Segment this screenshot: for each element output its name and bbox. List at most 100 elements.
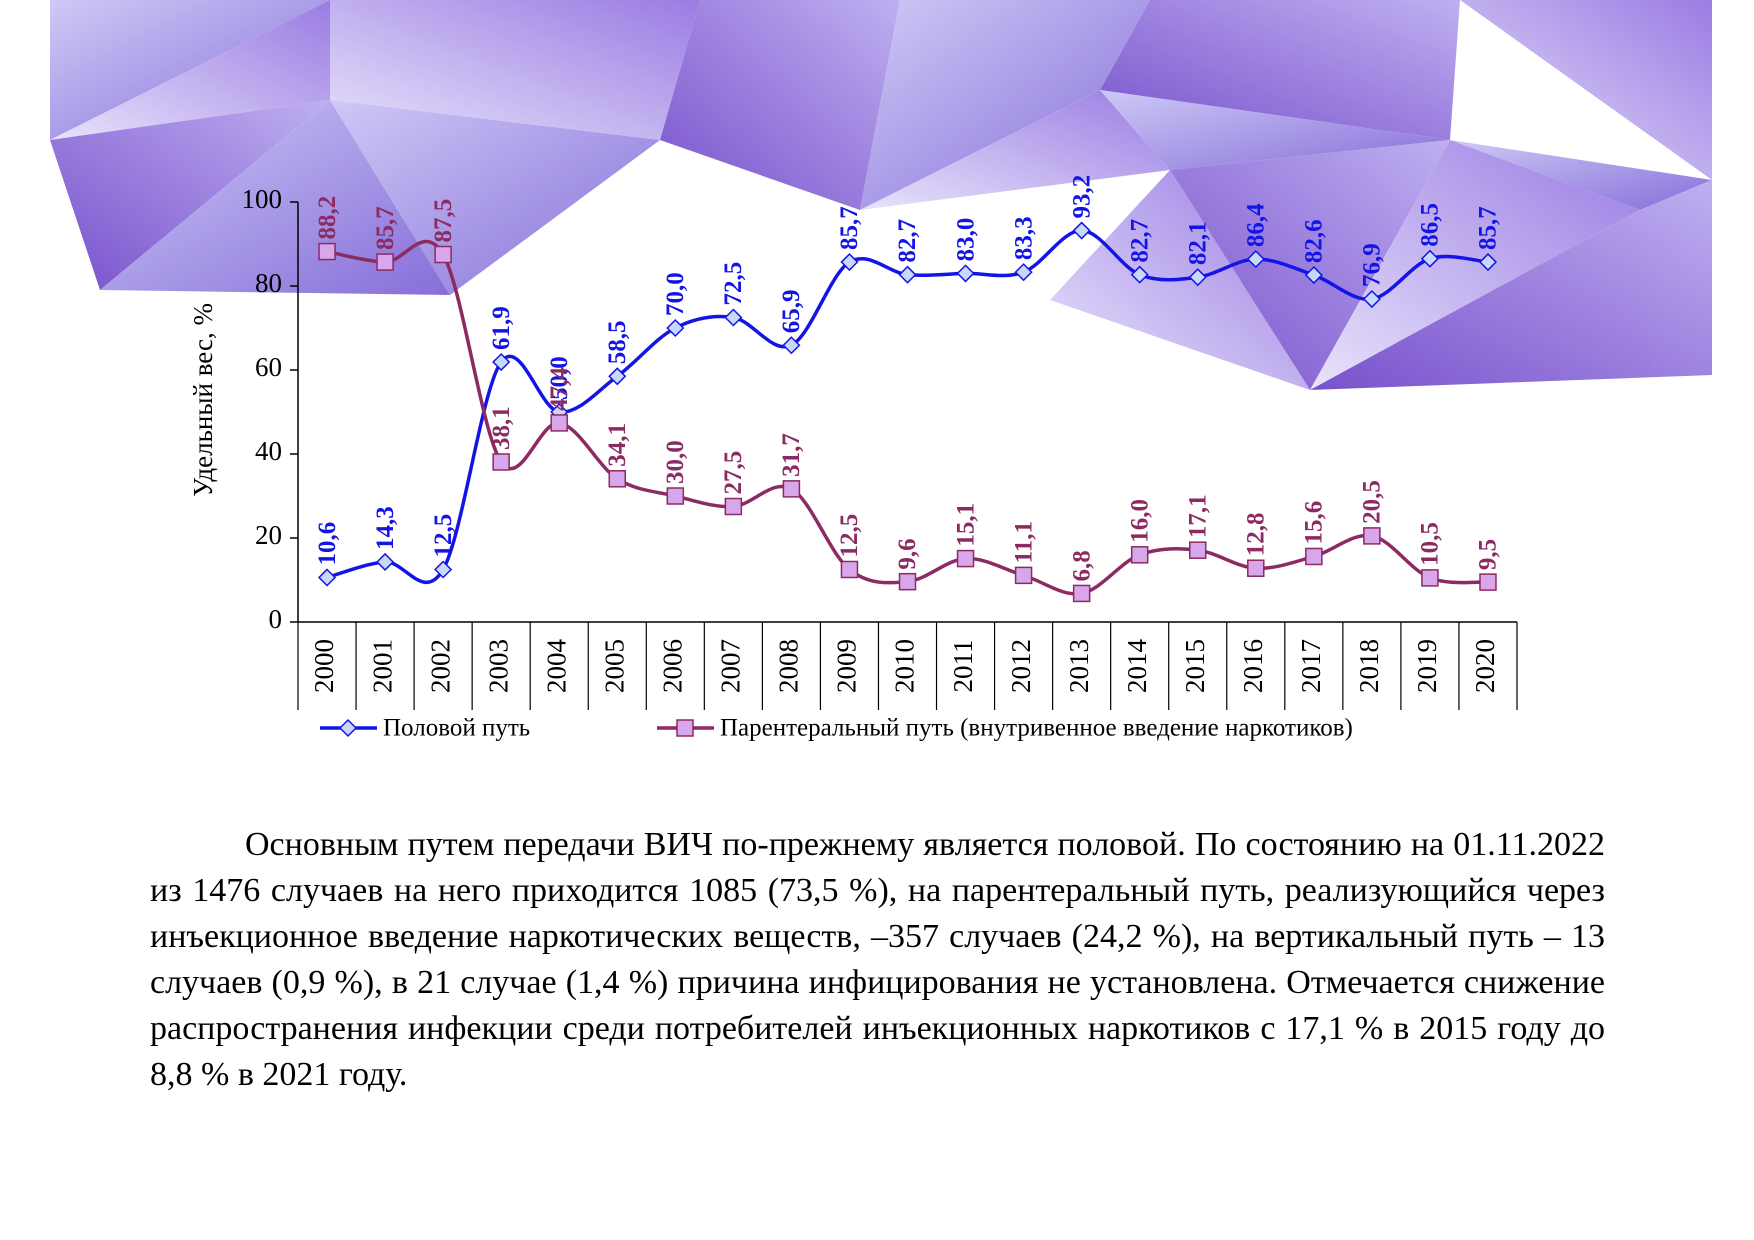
data-point <box>782 336 801 355</box>
data-label: 9,5 <box>1475 539 1502 570</box>
data-point <box>1188 268 1207 287</box>
data-point <box>434 245 452 264</box>
data-label: 17,1 <box>1184 494 1211 538</box>
data-label: 61,9 <box>488 306 515 350</box>
data-point <box>434 560 453 579</box>
x-tick-label: 2009 <box>832 639 862 693</box>
x-tick-label: 2019 <box>1412 639 1442 693</box>
x-tick-label: 2014 <box>1122 639 1152 694</box>
data-point <box>1072 221 1091 240</box>
data-label: 86,4 <box>1243 203 1270 247</box>
series-line <box>326 239 1489 596</box>
x-tick-label: 2017 <box>1296 639 1326 693</box>
data-point <box>1072 584 1091 603</box>
data-point <box>1420 249 1439 268</box>
data-label: 83,3 <box>1010 216 1037 260</box>
data-label: 82,1 <box>1184 221 1211 265</box>
data-point <box>1478 252 1498 272</box>
data-point <box>898 265 917 284</box>
data-point <box>724 497 743 516</box>
legend-marker <box>338 718 358 738</box>
x-tick-label: 2006 <box>658 639 688 693</box>
data-point <box>608 367 627 386</box>
data-label: 50,0 <box>546 356 573 400</box>
data-label: 12,5 <box>430 514 457 558</box>
y-tick-label: 60 <box>255 352 282 382</box>
y-tick-label: 100 <box>242 184 283 214</box>
x-tick-label: 2020 <box>1470 639 1500 693</box>
data-label: 27,5 <box>720 451 747 495</box>
data-point <box>840 252 859 272</box>
data-point <box>1421 569 1439 587</box>
data-point <box>1188 541 1207 559</box>
data-label: 82,6 <box>1301 219 1328 263</box>
data-point <box>956 264 975 283</box>
x-tick-label: 2011 <box>948 640 978 693</box>
data-label: 85,7 <box>372 206 399 250</box>
data-label: 6,8 <box>1068 550 1095 581</box>
y-tick-label: 20 <box>255 520 282 550</box>
x-tick-label: 2004 <box>541 639 571 694</box>
data-label: 65,9 <box>778 289 805 333</box>
y-tick-label: 40 <box>255 436 282 466</box>
data-label: 38,1 <box>488 406 515 450</box>
data-label: 85,7 <box>1475 206 1502 250</box>
x-tick-label: 2016 <box>1238 639 1268 693</box>
data-label: 47,4 <box>546 367 573 411</box>
legend-label: Парентеральный путь (внутривенное введен… <box>720 715 1353 742</box>
data-point <box>1363 527 1381 545</box>
data-point <box>376 253 394 271</box>
data-point <box>318 242 336 261</box>
data-point <box>1246 250 1265 269</box>
x-tick-label: 2003 <box>483 639 513 693</box>
data-label: 30,0 <box>662 440 689 484</box>
background-decoration <box>50 0 1712 390</box>
x-tick-label: 2015 <box>1180 639 1210 693</box>
data-label: 31,7 <box>778 433 805 477</box>
x-tick-label: 2018 <box>1354 639 1384 693</box>
data-point <box>666 487 685 505</box>
x-tick-label: 2008 <box>774 639 804 693</box>
data-label: 12,8 <box>1243 512 1270 556</box>
data-label: 72,5 <box>720 262 747 306</box>
data-point <box>956 549 975 568</box>
data-point <box>608 470 627 488</box>
data-label: 9,6 <box>894 538 921 569</box>
data-point <box>666 318 685 338</box>
data-label: 34,1 <box>604 423 631 467</box>
data-label: 16,0 <box>1126 499 1153 543</box>
y-tick-label: 80 <box>255 268 282 298</box>
y-tick-label: 0 <box>269 604 283 634</box>
paragraph: Основным путем передачи ВИЧ по-прежнему … <box>150 826 1605 1093</box>
legend-marker <box>676 719 694 737</box>
data-point <box>1014 566 1033 585</box>
data-label: 11,1 <box>1010 521 1037 563</box>
data-point <box>317 568 337 587</box>
data-point <box>550 414 568 432</box>
data-label: 12,5 <box>836 514 863 558</box>
legend-label: Половой путь <box>383 715 530 742</box>
data-label: 20,5 <box>1359 480 1386 524</box>
data-point <box>840 560 859 579</box>
data-point <box>376 552 395 572</box>
x-tick-label: 2007 <box>716 639 746 693</box>
data-label: 15,6 <box>1301 501 1328 545</box>
x-tick-label: 2012 <box>1006 639 1036 693</box>
data-label: 85,7 <box>836 206 863 250</box>
data-label: 10,5 <box>1417 522 1444 566</box>
x-tick-label: 2002 <box>425 639 455 693</box>
data-point <box>1130 265 1149 284</box>
series-line <box>326 228 1489 585</box>
y-axis-label: Удельный вес, % <box>188 303 218 497</box>
data-label: 88,2 <box>314 196 341 240</box>
data-point <box>492 453 510 471</box>
x-tick-label: 2001 <box>367 639 397 693</box>
x-tick-label: 2005 <box>599 639 629 693</box>
data-label: 93,2 <box>1068 175 1095 219</box>
data-label: 76,9 <box>1359 243 1386 287</box>
x-tick-label: 2013 <box>1064 639 1094 693</box>
data-point <box>898 572 917 591</box>
data-point <box>1479 573 1497 591</box>
